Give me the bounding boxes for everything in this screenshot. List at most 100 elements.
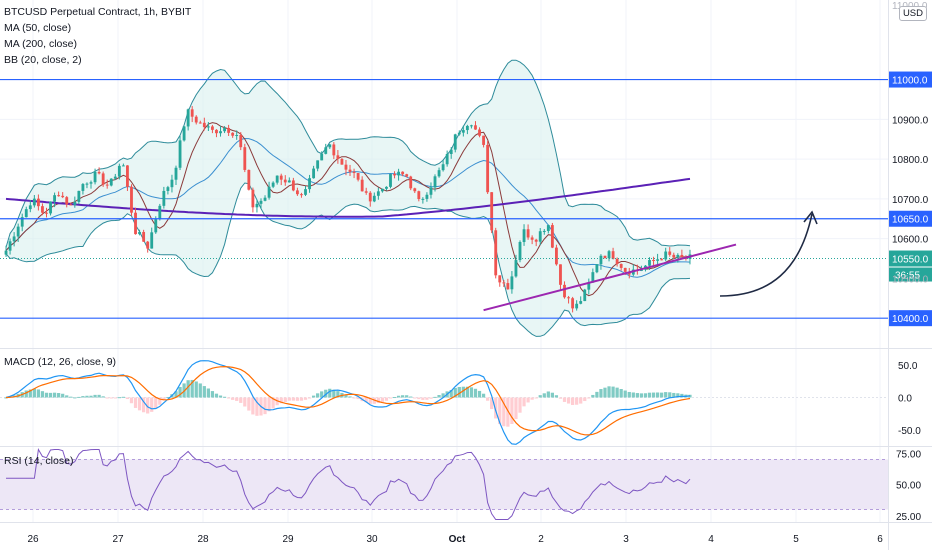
candle-body	[461, 130, 465, 133]
candle-body	[433, 176, 437, 188]
price-tick-ghost: 10500.0	[892, 274, 929, 285]
macd-histogram-bar	[4, 397, 8, 399]
candle-body	[117, 165, 121, 177]
candle-body	[36, 198, 40, 207]
candle-body	[352, 171, 356, 174]
rsi-legend[interactable]: RSI (14, close)	[4, 455, 74, 467]
macd-histogram-bar	[579, 397, 583, 404]
candle-body	[194, 116, 198, 123]
candle-body	[174, 167, 178, 180]
macd-histogram-bar	[409, 396, 413, 398]
candle-body	[328, 144, 332, 148]
countdown-tag	[889, 267, 932, 282]
candle-body	[16, 226, 20, 237]
macd-histogram-bar	[61, 393, 65, 398]
candle-body	[126, 165, 129, 187]
candle-body	[470, 125, 473, 127]
candle-body	[522, 229, 526, 243]
rsi-tick-0: 75.00	[896, 449, 921, 460]
legend-bb[interactable]: BB (20, close, 2)	[4, 54, 82, 66]
time-tick-8: 4	[708, 534, 714, 545]
candle-body	[53, 195, 57, 202]
macd-histogram-bar	[542, 393, 546, 398]
macd-histogram-bar	[384, 397, 389, 401]
candle-body	[514, 260, 518, 277]
legend-ma200[interactable]: MA (200, close)	[4, 38, 77, 50]
macd-histogram-bar	[255, 397, 259, 416]
macd-histogram-bar	[348, 396, 352, 398]
candle-body	[279, 175, 283, 180]
rsi-tick-1: 50.00	[896, 481, 921, 492]
macd-histogram-bar	[320, 391, 324, 398]
candle-body	[340, 158, 344, 165]
candle-body	[295, 190, 299, 195]
candle-body	[101, 173, 105, 185]
candle-body	[502, 282, 506, 284]
candle-body	[648, 260, 651, 266]
macd-histogram-bar	[546, 391, 550, 398]
candle-body	[680, 254, 684, 257]
candle-body	[12, 236, 16, 242]
macd-histogram-bar	[676, 393, 680, 398]
macd-histogram-bar	[473, 388, 478, 398]
candle-body	[243, 147, 247, 170]
macd-histogram-bar	[429, 397, 433, 399]
macd-tick-0: 50.0	[898, 361, 918, 372]
candle-body	[336, 155, 340, 159]
candle-body	[389, 173, 392, 187]
macd-histogram-bar	[40, 391, 45, 398]
macd-histogram-bar	[117, 397, 121, 399]
macd-histogram-bar	[506, 397, 510, 427]
candle-body	[320, 153, 324, 161]
macd-histogram-bar	[166, 397, 170, 399]
macd-histogram-bar	[109, 397, 113, 399]
macd-histogram-bar	[121, 396, 126, 398]
candle-body	[676, 254, 680, 258]
macd-histogram-bar	[125, 397, 130, 400]
candle-body	[587, 282, 591, 290]
macd-histogram-bar	[194, 381, 198, 398]
macd-histogram-bar	[28, 389, 32, 398]
macd-histogram-bar	[186, 380, 190, 398]
candle-body	[575, 303, 579, 309]
candle-body	[583, 289, 587, 302]
macd-histogram-bar	[380, 397, 385, 402]
price-tick-3: 10600.0	[892, 235, 929, 246]
candle-body	[599, 255, 603, 265]
macd-histogram-bar	[643, 393, 648, 398]
macd-line	[5, 360, 691, 445]
macd-histogram-bar	[162, 397, 166, 401]
candle-body	[130, 186, 133, 213]
candle-body	[4, 250, 8, 255]
macd-histogram-bar	[514, 397, 518, 420]
macd-histogram-bar	[530, 397, 534, 400]
countdown-label: 36:55	[895, 271, 920, 282]
macd-histogram-bar	[465, 386, 470, 398]
candle-body	[206, 126, 210, 128]
candle-body	[615, 258, 619, 264]
candle-body	[465, 125, 469, 131]
candle-body	[291, 180, 295, 191]
candle-body	[546, 225, 550, 231]
macd-histogram-bar	[352, 397, 356, 399]
candle-body	[231, 132, 235, 136]
macd-legend[interactable]: MACD (12, 26, close, 9)	[4, 356, 117, 368]
time-tick-3: 29	[282, 534, 294, 545]
candle-body	[486, 144, 490, 193]
macd-histogram-bar	[595, 391, 599, 398]
currency-badge[interactable]: USD	[898, 6, 927, 21]
candle-body	[77, 190, 81, 202]
candle-body	[567, 297, 570, 299]
macd-histogram-bar	[668, 392, 672, 398]
candle-body	[215, 129, 218, 134]
macd-histogram-bar	[73, 397, 77, 399]
candle-body	[550, 225, 554, 248]
bb-basis-line	[5, 137, 691, 278]
macd-histogram-bar	[603, 387, 607, 398]
macd-histogram-bar	[425, 397, 429, 400]
macd-histogram-bar	[210, 391, 215, 398]
legend-ma50[interactable]: MA (50, close)	[4, 22, 72, 34]
macd-histogram-bar	[627, 391, 631, 398]
candle-body	[571, 298, 575, 309]
